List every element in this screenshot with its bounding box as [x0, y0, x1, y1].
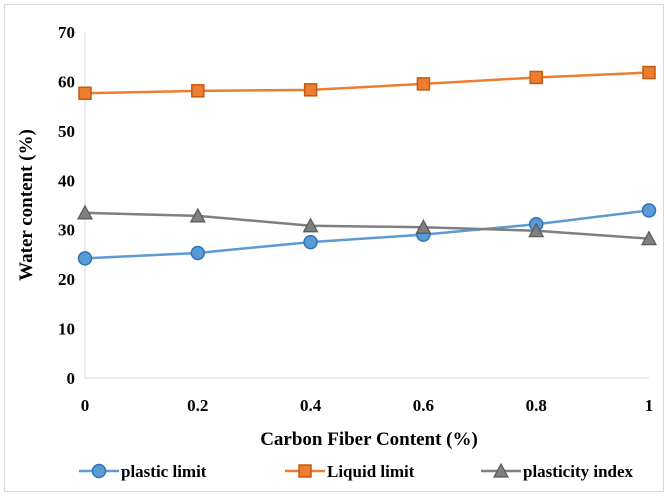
- x-axis-label: Carbon Fiber Content (%): [260, 429, 478, 450]
- y-axis-label: Water content (%): [16, 129, 37, 281]
- data-point: [189, 207, 206, 223]
- legend-item: Liquid limit: [285, 462, 415, 481]
- data-point: [303, 83, 318, 97]
- data-point: [415, 218, 432, 234]
- legend-marker: [298, 464, 312, 478]
- data-point: [416, 77, 431, 91]
- series-plasticity-index: [76, 204, 658, 246]
- x-tick-label: 0.8: [526, 396, 547, 415]
- y-tick-label: 40: [58, 171, 75, 190]
- x-tick-label: 1: [645, 396, 654, 415]
- y-tick-label: 10: [58, 320, 75, 339]
- y-tick-label: 70: [58, 23, 75, 42]
- series-line: [84, 71, 650, 95]
- x-tick-label: 0: [81, 396, 90, 415]
- x-tick-label: 0.2: [187, 396, 208, 415]
- data-point: [529, 70, 543, 85]
- data-point: [78, 86, 92, 101]
- data-point: [528, 222, 545, 238]
- data-point: [77, 251, 93, 266]
- y-tick-label: 50: [58, 122, 75, 141]
- data-point: [640, 230, 658, 246]
- x-tick-label: 0.4: [300, 396, 322, 415]
- series-line: [84, 211, 650, 240]
- y-tick-label: 60: [58, 72, 75, 91]
- legend-label: plastic limit: [121, 462, 207, 481]
- data-point: [302, 217, 319, 233]
- legend-marker: [492, 462, 510, 478]
- series-line: [84, 209, 650, 260]
- series-plastic-limit: [77, 203, 657, 266]
- data-point: [641, 203, 657, 218]
- x-tick-labels: 0 0.2 0.4 0.6 0.8 1: [81, 396, 654, 415]
- y-tick-labels: 0 10 20 30 40 50 60 70: [58, 23, 75, 388]
- legend-label: plasticity index: [523, 462, 634, 481]
- axes: [84, 32, 649, 379]
- y-tick-label: 30: [58, 221, 75, 240]
- legend-marker: [91, 463, 107, 479]
- data-point: [76, 204, 94, 220]
- data-point: [642, 65, 656, 80]
- legend: plastic limit Liquid limit plasticity inde…: [79, 462, 634, 481]
- y-tick-label: 0: [67, 369, 76, 388]
- data-point: [303, 234, 318, 250]
- y-tick-label: 20: [58, 270, 75, 289]
- line-chart: 0 10 20 30 40 50 60 70 0 0.2 0.4 0.6 0.8 1 Water con…: [16, 23, 658, 481]
- x-tick-label: 0.6: [413, 396, 434, 415]
- legend-item: plasticity index: [481, 462, 634, 481]
- legend-label: Liquid limit: [327, 462, 415, 481]
- series-liquid-limit: [78, 65, 656, 101]
- legend-item: plastic limit: [79, 462, 207, 481]
- series-layer: [76, 65, 658, 266]
- data-point: [191, 84, 205, 98]
- data-point: [190, 245, 206, 261]
- chart-frame: 0 10 20 30 40 50 60 70 0 0.2 0.4 0.6 0.8 1 Water con…: [4, 4, 664, 492]
